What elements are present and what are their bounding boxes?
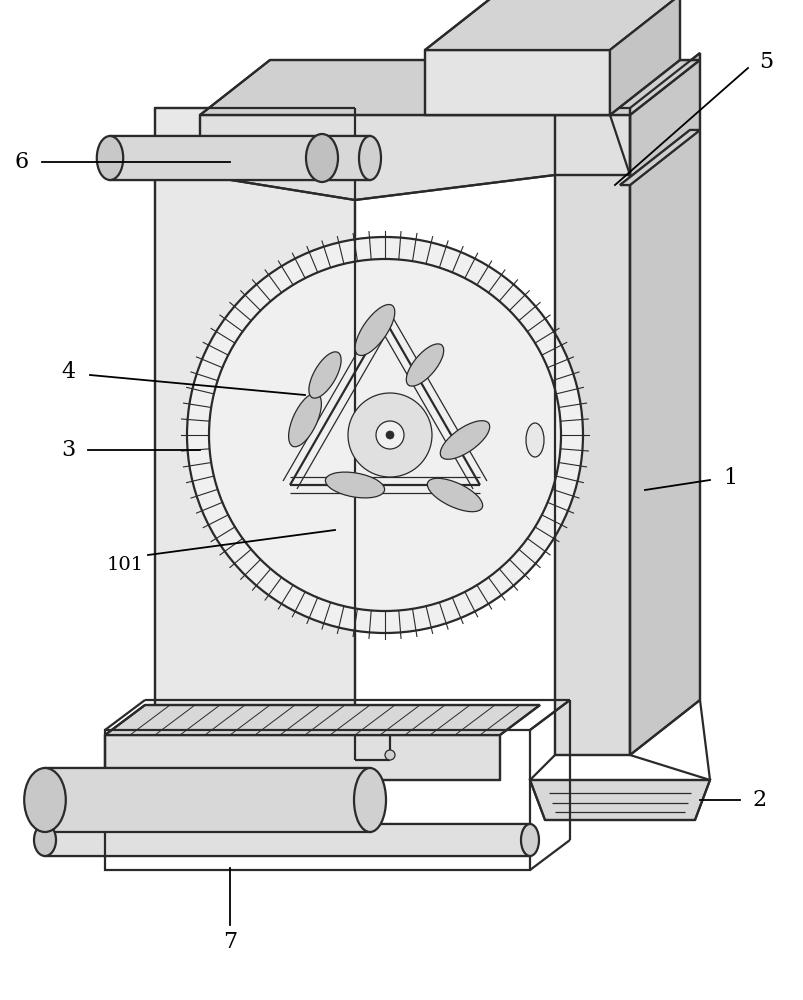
Polygon shape	[45, 768, 369, 832]
Ellipse shape	[355, 304, 394, 356]
Circle shape	[187, 237, 582, 633]
Circle shape	[385, 431, 393, 439]
Text: 101: 101	[106, 556, 144, 574]
Ellipse shape	[306, 134, 337, 182]
Ellipse shape	[359, 136, 381, 180]
Ellipse shape	[325, 472, 384, 498]
Polygon shape	[609, 0, 679, 115]
Polygon shape	[105, 705, 540, 735]
Ellipse shape	[308, 352, 340, 398]
Ellipse shape	[525, 423, 544, 457]
Polygon shape	[554, 108, 630, 755]
Text: 2: 2	[752, 789, 766, 811]
Ellipse shape	[440, 421, 489, 459]
Text: 5: 5	[758, 51, 772, 73]
Polygon shape	[115, 780, 369, 820]
Polygon shape	[45, 824, 529, 856]
Polygon shape	[200, 115, 630, 200]
Ellipse shape	[520, 824, 538, 856]
Circle shape	[376, 421, 403, 449]
Polygon shape	[425, 0, 679, 50]
Polygon shape	[200, 60, 699, 115]
Ellipse shape	[406, 344, 443, 386]
Ellipse shape	[427, 478, 482, 512]
Text: 1: 1	[722, 467, 736, 489]
Text: 6: 6	[15, 151, 29, 173]
Text: 3: 3	[61, 439, 75, 461]
Ellipse shape	[96, 136, 123, 180]
Polygon shape	[110, 136, 369, 180]
Ellipse shape	[34, 824, 56, 856]
Ellipse shape	[353, 768, 385, 832]
Polygon shape	[425, 50, 609, 115]
Text: 7: 7	[222, 931, 237, 953]
Polygon shape	[630, 53, 699, 755]
Circle shape	[385, 750, 394, 760]
Polygon shape	[155, 108, 355, 730]
Polygon shape	[529, 780, 709, 820]
Text: 4: 4	[61, 361, 75, 383]
Polygon shape	[619, 130, 699, 185]
Polygon shape	[105, 735, 499, 780]
Ellipse shape	[288, 393, 321, 447]
Circle shape	[348, 393, 431, 477]
Ellipse shape	[24, 768, 66, 832]
